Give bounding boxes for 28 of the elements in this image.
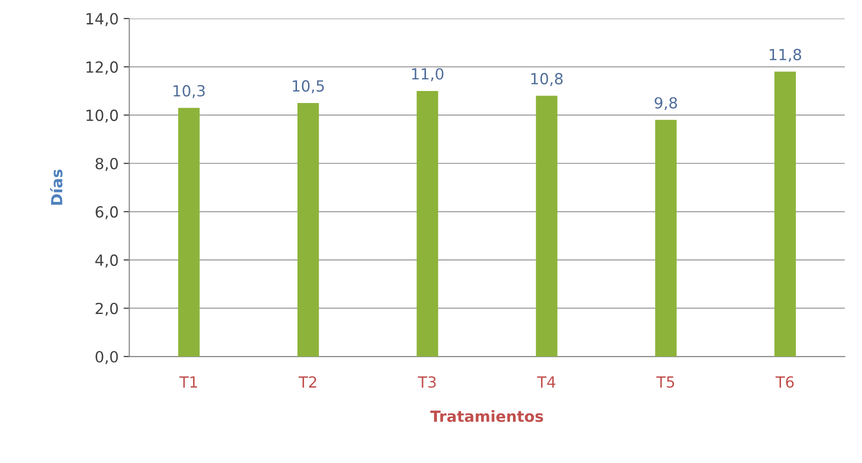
data-label: 11,8 [770,48,802,62]
x-tick-label: T4 [537,376,556,388]
y-tick-label: 2,0 [96,302,118,316]
y-tick-label: 8,0 [96,158,118,171]
bar [416,90,438,357]
bar [655,120,677,357]
bar [774,72,796,357]
data-label: 10,5 [292,80,324,94]
x-axis-title: Tratamientos [430,410,544,422]
x-tick-label: T1 [179,376,198,388]
data-label: 10,8 [531,72,563,86]
y-tick-label: 10,0 [86,110,118,123]
y-axis-title: Días [50,170,62,205]
y-tick-label: 4,0 [95,254,118,268]
y-tick-label: 0,0 [96,350,118,364]
bar [297,103,319,357]
y-tick-label: 14,0 [86,12,118,26]
x-tick-label: T5 [656,376,674,388]
y-tick-label: 12,0 [86,61,118,74]
bar [178,108,200,357]
data-label: 11,0 [412,68,444,82]
y-tick-label: 6,0 [96,206,118,220]
x-tick-label: T3 [418,376,436,388]
x-tick-label: T6 [776,376,794,388]
data-label: 9,8 [654,97,677,110]
bar [536,96,558,357]
data-label: 10,3 [174,84,205,98]
x-tick-label: T2 [298,376,316,388]
